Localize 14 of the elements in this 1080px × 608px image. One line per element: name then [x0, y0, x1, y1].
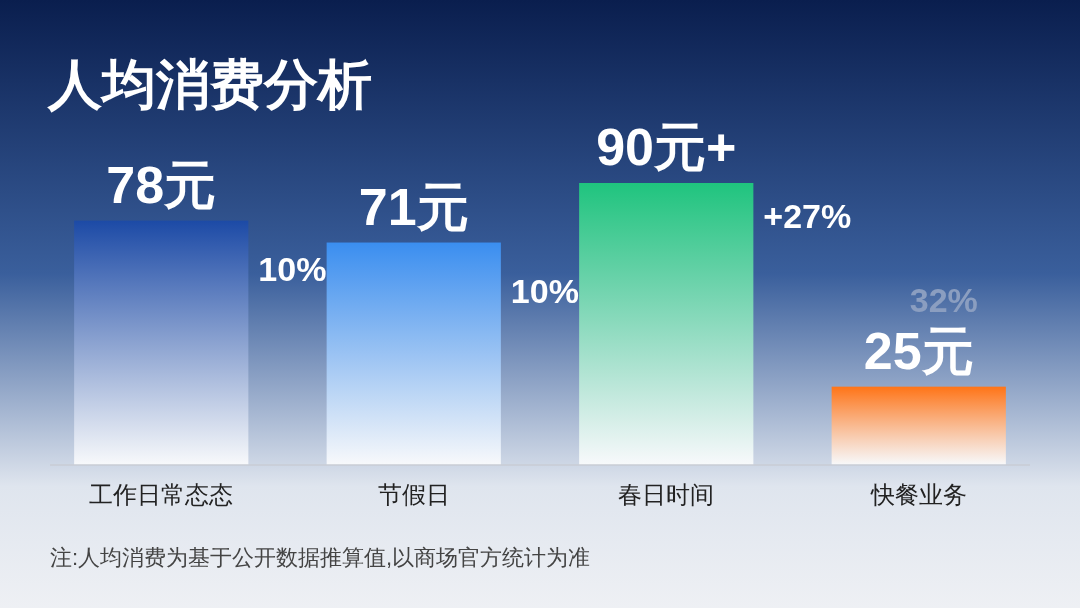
annotation: +27% — [763, 197, 852, 235]
annotation: 10% — [510, 271, 579, 310]
text: 注:人均消费为基于公开数据推算值,以商场官方统计为准 — [50, 545, 591, 570]
data-label: 78元 — [106, 155, 217, 214]
chart-title: 人均消费分析 — [47, 54, 372, 114]
annotation: 10% — [258, 249, 327, 288]
annotation: 32% — [909, 280, 978, 319]
data-label: 71元 — [358, 177, 469, 236]
x-tick-label: 快餐业务 — [869, 481, 967, 508]
x-tick-label: 工作日常态态 — [89, 481, 234, 508]
data-label: 25元 — [863, 321, 974, 380]
x-tick-label: 节假日 — [377, 481, 450, 508]
data-label: 90元+ — [596, 118, 737, 176]
x-tick-label: 春日时间 — [618, 481, 715, 508]
